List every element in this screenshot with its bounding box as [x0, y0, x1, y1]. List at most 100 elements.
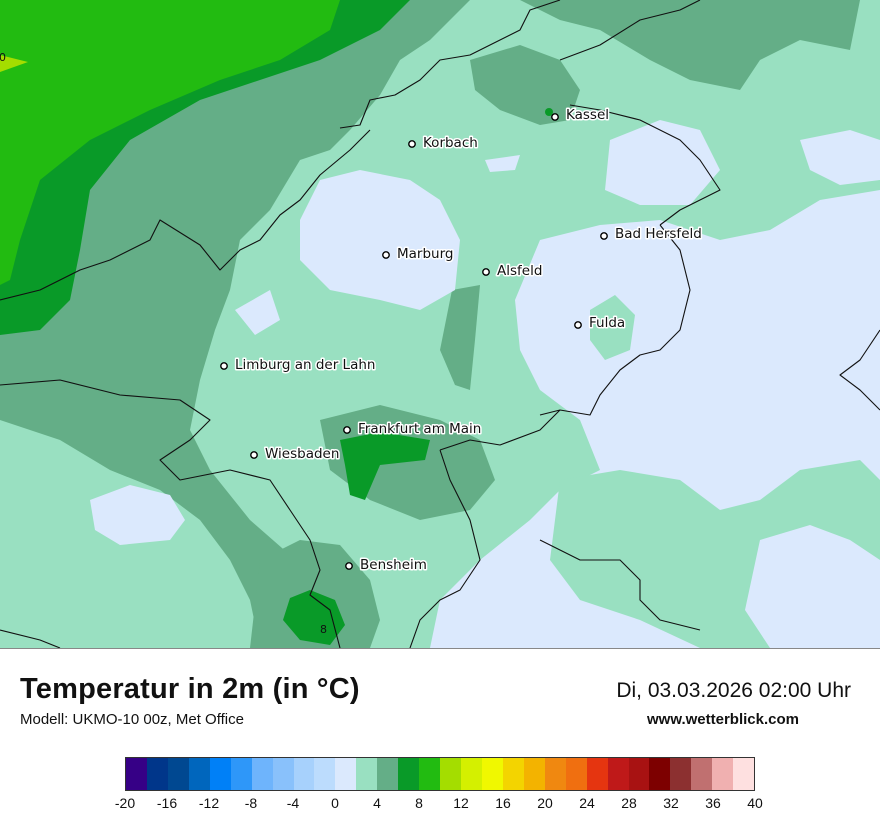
city-fulda: Fulda: [574, 314, 627, 333]
colorbar-tick-label: -16: [156, 795, 178, 811]
colorbar-tick-label: 0: [331, 795, 339, 811]
city-alsfeld: Alsfeld: [482, 262, 544, 281]
city-marker: [600, 232, 608, 240]
colorbar-tick-label: 24: [579, 795, 595, 811]
temp-zone-light-blue-korbach: [485, 155, 520, 172]
temp-zone-green-frankfurt: [340, 432, 430, 500]
colorbar-segment: [356, 758, 378, 790]
temp-spot-green-kassel: [545, 108, 553, 116]
colorbar-tick-label: 32: [663, 795, 679, 811]
colorbar-segment: [335, 758, 357, 790]
colorbar-segment: [586, 758, 608, 790]
colorbar-tick-label: -4: [286, 795, 300, 811]
map-footer: Temperatur in 2m (in °C) Modell: UKMO-10…: [0, 648, 880, 831]
colorbar-segment: [544, 758, 566, 790]
colorbar-segment: [126, 758, 147, 790]
temp-zone-light-blue-southwest: [90, 485, 185, 545]
temp-zone-light-blue-northeast: [605, 120, 720, 205]
temp-zone-pale-green-fulda: [590, 295, 635, 360]
colorbar-tick-label: 36: [705, 795, 721, 811]
model-source: Modell: UKMO-10 00z, Met Office: [20, 711, 244, 728]
state-border-east: [539, 224, 880, 416]
temp-zone-light-blue-limburg: [235, 290, 280, 335]
city-wiesbaden: Wiesbaden: [250, 445, 341, 464]
city-korbach: Korbach: [408, 134, 479, 153]
city-bensheim: Bensheim: [345, 556, 428, 575]
temperature-map: 0 8 Kassel Korbach Bad Hersfeld Marburg …: [0, 0, 880, 648]
city-label-frankfurt: Frankfurt am Main: [358, 421, 481, 437]
city-marker: [250, 451, 258, 459]
colorbar-segment: [419, 758, 441, 790]
colorbar-segment: [440, 758, 461, 790]
temp-zone-light-blue-south-east-inner: [745, 525, 880, 648]
city-marker: [345, 562, 353, 570]
colorbar-tick-label: -8: [244, 795, 258, 811]
temp-zone-medium-green-ridge: [440, 285, 480, 390]
colorbar-ticks: -20 -16 -12 -8 -4 0 4 8 12 16 20 24 28 32 36 40: [115, 795, 763, 815]
temp-zone-green-bensheim: [283, 590, 345, 645]
colorbar-tick-label: 16: [495, 795, 511, 811]
temp-zone-light-blue-far-northeast: [800, 130, 880, 185]
colorbar-segment: [251, 758, 273, 790]
colorbar-segment: [481, 758, 503, 790]
colorbar-segment: [377, 758, 399, 790]
state-border-northeast: [559, 0, 721, 226]
colorbar-segment: [670, 758, 692, 790]
city-label-korbach: Korbach: [423, 135, 478, 151]
city-marker: [343, 426, 351, 434]
colorbar-tick-label: 12: [453, 795, 469, 811]
state-border-south: [0, 409, 701, 648]
colorbar-segment: [293, 758, 315, 790]
colorbar-segment: [607, 758, 629, 790]
colorbar-segment: [272, 758, 294, 790]
city-label-wiesbaden: Wiesbaden: [265, 446, 339, 462]
city-marker: [551, 113, 559, 121]
colorbar-segment: [523, 758, 545, 790]
colorbar-segment: [733, 758, 755, 790]
colorbar-segment: [146, 758, 168, 790]
city-marker: [220, 362, 228, 370]
temp-zone-light-blue-marburg: [300, 170, 460, 310]
city-marker: [482, 268, 490, 276]
colorbar-segment: [167, 758, 189, 790]
colorbar-tick-label: 20: [537, 795, 553, 811]
state-border-west: [0, 129, 371, 301]
colorbar-segment: [691, 758, 713, 790]
city-limburg: Limburg an der Lahn: [220, 356, 377, 375]
colorbar-tick-label: -12: [198, 795, 220, 811]
temp-zone-bright-green-northwest: [0, 0, 340, 285]
forecast-datetime: Di, 03.03.2026 02:00 Uhr: [616, 679, 851, 702]
state-border-southwest: [0, 379, 341, 648]
colorbar-segment: [209, 758, 231, 790]
colorbar-tick-label: 40: [747, 795, 763, 811]
colorbar-segment: [314, 758, 336, 790]
city-label-bad-hersfeld: Bad Hersfeld: [615, 226, 702, 242]
colorbar-tick-label: 8: [415, 795, 423, 811]
colorbar-segment: [712, 758, 734, 790]
colorbar-segment: [398, 758, 420, 790]
temp-zone-medium-green-north: [520, 0, 860, 90]
city-label-alsfeld: Alsfeld: [497, 263, 542, 279]
city-marburg: Marburg: [382, 245, 455, 264]
colorbar-tick-label: -20: [114, 795, 136, 811]
city-frankfurt: Frankfurt am Main: [343, 420, 483, 439]
contour-label-8: 8: [320, 623, 327, 636]
city-kassel: Kassel: [551, 106, 611, 125]
temp-zone-medium-green-kassel: [470, 45, 580, 125]
colorbar-segment: [649, 758, 671, 790]
city-bad-hersfeld: Bad Hersfeld: [600, 225, 703, 244]
website-link[interactable]: www.wetterblick.com: [647, 711, 799, 728]
contour-label-0: 0: [0, 51, 6, 64]
city-label-bensheim: Bensheim: [360, 557, 427, 573]
city-label-fulda: Fulda: [589, 315, 625, 331]
temp-spot-yellow-green: [0, 55, 28, 72]
city-label-marburg: Marburg: [397, 246, 453, 262]
colorbar-tick-label: 28: [621, 795, 637, 811]
colorbar-segment: [188, 758, 210, 790]
colorbar-segment: [565, 758, 587, 790]
colorbar-segment: [628, 758, 650, 790]
city-marker: [408, 140, 416, 148]
colorbar-segment: [461, 758, 482, 790]
city-marker: [574, 321, 582, 329]
colorbar-segment: [230, 758, 252, 790]
